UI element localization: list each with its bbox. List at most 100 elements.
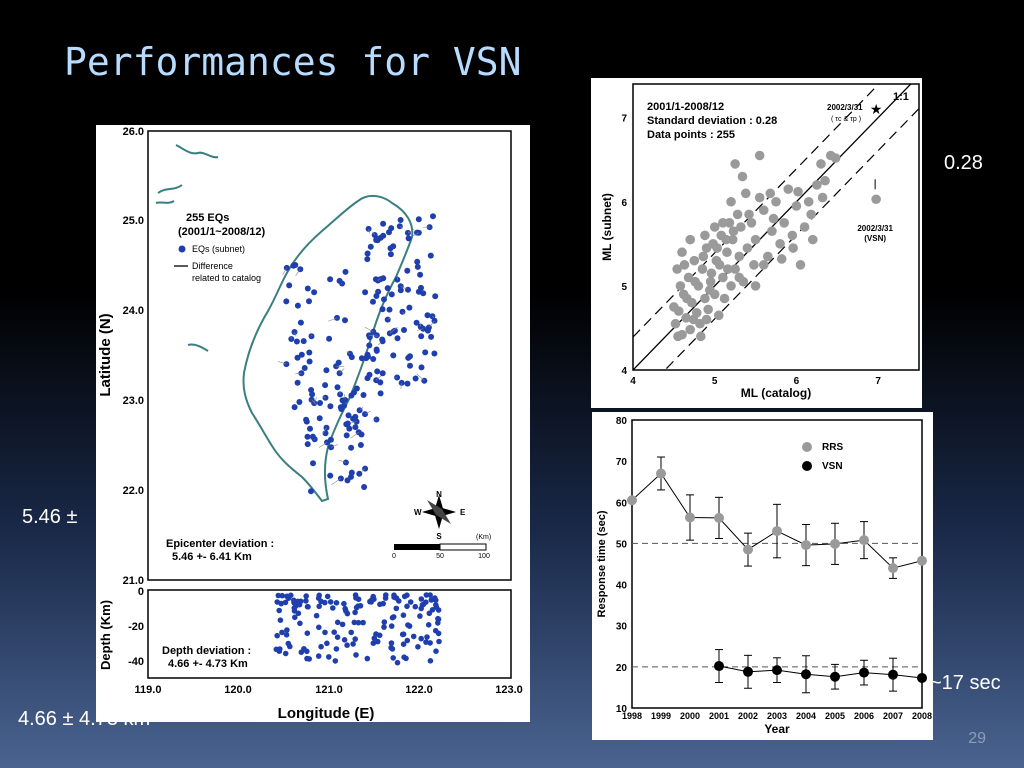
deviation-line (350, 432, 359, 439)
deviation-line (389, 326, 398, 334)
scatter-point (779, 217, 789, 228)
depth-tick: -20 (128, 621, 144, 633)
epicenter-dot (294, 302, 301, 309)
epicenter-dot (417, 271, 424, 278)
scatter-point (673, 331, 683, 342)
depth-dot (388, 640, 395, 646)
epicenter-dot (352, 424, 359, 431)
svg-text:(Km): (Km) (476, 534, 491, 541)
depth-dot (360, 619, 366, 626)
depth-dot (353, 604, 360, 611)
lat-ticks: 26.0 25.0 24.0 23.0 22.0 21.0 (123, 126, 144, 587)
epicenter-dot (420, 325, 427, 332)
depth-dot (330, 605, 336, 611)
depth-dot (353, 595, 359, 601)
series-point (743, 666, 753, 677)
depth-dot (435, 607, 442, 613)
series-point (627, 495, 637, 506)
depth-dot (405, 622, 411, 628)
legend-diff-1: Difference (192, 261, 233, 271)
epicenter-note: 5.46 ± (22, 506, 78, 528)
depth-dot (433, 648, 439, 654)
epicenter-dot (339, 397, 346, 404)
x-tick-label: 2005 (825, 711, 845, 721)
depth-dot (381, 619, 388, 625)
epicenter-dot (373, 416, 380, 423)
y-tick-label: 7 (621, 114, 627, 125)
svg-text:S: S (436, 532, 442, 541)
epicenter-dot (418, 333, 425, 340)
x-tick-label: 2007 (883, 711, 903, 721)
x-tick-label: 2002 (738, 711, 758, 721)
depth-dot (341, 600, 347, 607)
depth-ticks: 0 -20 -40 (128, 586, 144, 668)
depth-dot (376, 632, 383, 639)
star-marker-icon: ★ (870, 101, 883, 117)
scatter-point (698, 251, 709, 262)
std-dev-note: 0.28 (944, 152, 983, 174)
epicenter-dot (291, 404, 298, 411)
epicenter-dot (432, 293, 439, 300)
epicenter-dot (380, 220, 387, 227)
depth-dot (333, 646, 340, 652)
deviation-line (346, 351, 351, 354)
depth-dot (316, 624, 322, 631)
epicenter-dot (380, 275, 387, 282)
deviation-line (338, 459, 347, 463)
depth-dot (313, 612, 320, 619)
epicenter-dot (343, 432, 350, 439)
epicenter-dot (352, 413, 359, 420)
y-tick-label: 40 (616, 581, 628, 592)
scatter-point (719, 293, 730, 304)
scatter-point (726, 281, 736, 291)
epicenter-dot (379, 306, 386, 313)
depth-dot (399, 631, 406, 638)
response-note: ~17 sec (930, 672, 1001, 694)
scatter-count: Data points : 255 (647, 129, 735, 141)
depth-dot (433, 602, 439, 608)
epicenter-dot (394, 335, 401, 342)
depth-dot (415, 644, 421, 650)
y-tick-label: 6 (621, 198, 627, 209)
depth-dot (282, 599, 289, 606)
series-point (888, 563, 898, 574)
epicenter-dot (303, 418, 310, 425)
response-xlabel: Year (764, 722, 790, 736)
depth-frame (147, 589, 512, 679)
lat-tick: 23.0 (123, 395, 144, 407)
series-point (743, 544, 753, 555)
y-tick-label: 5 (621, 282, 627, 293)
depth-dot (284, 593, 290, 600)
epicenter-dot (334, 384, 341, 391)
lat-tick: 26.0 (123, 126, 144, 138)
epicenter-dot (297, 266, 304, 273)
depth-dot (304, 655, 310, 662)
scatter-point (758, 260, 769, 270)
epicenter-dot (304, 433, 311, 440)
depth-dot (297, 598, 304, 605)
deviation-line (361, 468, 366, 472)
scatter-point (807, 234, 818, 245)
epicenter-dot (381, 296, 387, 303)
deviation-line (322, 396, 326, 399)
depth-dot (426, 610, 433, 617)
depth-dot (282, 650, 289, 657)
mainland-coast (155, 144, 219, 352)
epicenter-dot (415, 216, 422, 223)
epicenter-dot (380, 232, 387, 239)
map-frame (147, 130, 512, 581)
deviation-line (400, 286, 407, 290)
x-tick-label: 2000 (680, 711, 700, 721)
depth-dot (284, 627, 290, 633)
response-time-svg: 10 20 30 40 50 60 70 80 1998 1999 2000 2001 2002 2003… (596, 416, 932, 736)
scatter-point (758, 205, 769, 215)
x-tick-label: 6 (794, 376, 800, 387)
epicenter-dot (322, 382, 329, 389)
deviation-line (368, 335, 379, 337)
depth-dot (418, 596, 425, 602)
depth-dot (410, 633, 417, 640)
depth-dot (283, 632, 290, 638)
magnitude-scatter-figure: ★ 4 5 6 7 4 5 6 7 ML (catalog) ML (subnet) 2001/1-2… (591, 78, 922, 408)
deviation-line (331, 478, 342, 485)
scatter-point (722, 264, 733, 274)
